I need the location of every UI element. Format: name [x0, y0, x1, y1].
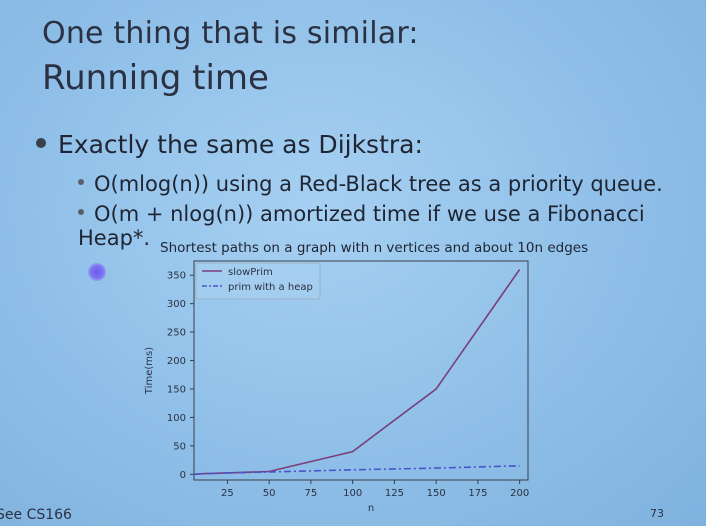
x-axis-label: n [368, 503, 374, 514]
slide-title-line-2: Running time [42, 58, 269, 98]
y-tick-label: 350 [167, 271, 186, 282]
series-line-prim-heap [193, 465, 520, 476]
bullet-dot-icon [36, 138, 46, 148]
sub-bullet-2: O(m + nlog(n)) amortized time if we use … [78, 202, 706, 250]
y-tick-label: 100 [167, 413, 186, 424]
sub-bullet-text: O(mlog(n)) using a Red-Black tree as a p… [94, 172, 663, 196]
y-tick-label: 50 [173, 441, 186, 452]
x-tick-label: 50 [263, 488, 276, 499]
x-tick-label: 25 [221, 488, 234, 499]
series-line-slowprim [193, 269, 521, 476]
legend-entry: slowPrim [228, 267, 273, 278]
slide-title-line-1: One thing that is similar: [42, 16, 419, 51]
main-bullet-text: Exactly the same as Dijkstra: [58, 130, 423, 159]
y-axis-label: Time(ms) [144, 347, 155, 395]
y-tick-label: 150 [167, 384, 186, 395]
sub-bullet-text: O(m + nlog(n)) amortized time if we use … [78, 202, 645, 250]
x-tick-label: 200 [510, 488, 529, 499]
x-tick-label: 150 [427, 488, 446, 499]
sub-bullet-1: O(mlog(n)) using a Red-Black tree as a p… [78, 172, 663, 196]
y-tick-label: 200 [167, 356, 186, 367]
plot-frame [193, 260, 529, 481]
x-tick-label: 75 [305, 488, 318, 499]
chart-title: Shortest paths on a graph with n vertice… [160, 240, 589, 256]
y-tick-label: 0 [180, 470, 186, 481]
sub-bullet-dot-icon [78, 179, 84, 185]
x-tick-label: 100 [343, 488, 362, 499]
x-tick-label: 175 [468, 488, 487, 499]
y-tick-label: 250 [167, 328, 186, 339]
page-number: 73 [650, 507, 664, 520]
x-tick-label: 125 [385, 488, 404, 499]
sub-bullet-dot-icon [78, 209, 84, 215]
legend-entry: prim with a heap [228, 282, 313, 293]
y-tick-label: 300 [167, 299, 186, 310]
main-bullet: Exactly the same as Dijkstra: [36, 130, 423, 159]
legend-box [195, 262, 321, 300]
laser-pointer-dot-icon [88, 263, 106, 281]
footnote: See CS166 [0, 507, 72, 523]
